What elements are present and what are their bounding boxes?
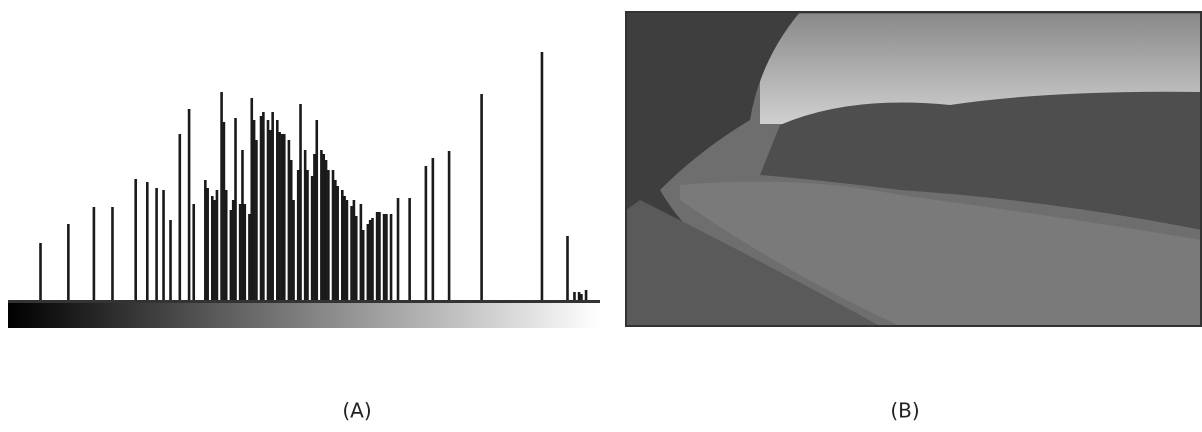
bar (353, 200, 356, 300)
bar (322, 154, 325, 300)
bar (241, 150, 244, 300)
bar (192, 204, 195, 300)
bar (93, 207, 96, 300)
bar (162, 190, 165, 300)
bar (299, 104, 302, 300)
histogram (39, 52, 587, 300)
bar (578, 292, 581, 300)
bar (134, 179, 137, 300)
bar (432, 158, 435, 300)
bar (206, 188, 209, 300)
bar (213, 200, 216, 300)
bar (178, 134, 181, 300)
bar (262, 112, 265, 300)
bar (288, 140, 291, 300)
bar (334, 180, 337, 300)
bar (397, 198, 400, 300)
bar (276, 120, 279, 300)
bar (306, 170, 309, 300)
bar (320, 150, 323, 300)
bar (244, 204, 247, 300)
bar (360, 204, 363, 300)
bar (223, 122, 226, 300)
bar (111, 207, 114, 300)
panel-label: (B) (890, 399, 919, 423)
bar (169, 220, 172, 300)
gray-scale-bar (8, 303, 600, 328)
panel-label: (A) (342, 399, 371, 423)
bar (234, 118, 237, 300)
bar (232, 200, 235, 300)
bar (585, 290, 588, 300)
bar (216, 190, 219, 300)
bar (355, 216, 358, 300)
bar (220, 92, 223, 300)
bar (271, 112, 274, 300)
bar (290, 160, 293, 300)
bar (371, 218, 374, 300)
figure: (A) (B) (0, 0, 1202, 432)
bar (480, 94, 483, 300)
bar (346, 200, 349, 300)
bar (297, 170, 300, 300)
bar (39, 243, 42, 300)
bar (269, 130, 272, 300)
bar (390, 214, 393, 300)
bar (350, 206, 353, 300)
bar (313, 154, 316, 300)
bar (566, 236, 569, 300)
bar (281, 134, 284, 300)
bar (369, 220, 372, 300)
bar (292, 200, 295, 300)
bar (336, 186, 339, 300)
bar (327, 170, 330, 300)
bar (250, 98, 253, 300)
bar (376, 212, 379, 300)
bar (325, 160, 328, 300)
bar (580, 294, 583, 300)
bar (448, 151, 451, 300)
bar (311, 176, 314, 300)
bar (146, 182, 149, 300)
bar (362, 230, 365, 300)
bar (248, 214, 251, 300)
bar (425, 166, 428, 300)
bar (332, 170, 335, 300)
bar (367, 224, 370, 300)
bar (230, 210, 233, 300)
bar (278, 132, 281, 300)
bar (211, 196, 214, 300)
bar (385, 214, 388, 300)
page: (A) (B) (() => { const data = JSON.parse… (0, 0, 1202, 432)
bar (573, 292, 576, 300)
bar (225, 190, 228, 300)
bar (383, 214, 386, 300)
photo (626, 12, 1202, 326)
bar (155, 188, 158, 300)
bar (260, 116, 263, 300)
bar (304, 150, 307, 300)
bar (408, 198, 411, 300)
bar (343, 196, 346, 300)
bar (239, 204, 242, 300)
bar (541, 52, 544, 300)
bar (188, 109, 191, 300)
bar (67, 224, 70, 300)
bar (378, 212, 381, 300)
bar (255, 140, 258, 300)
bar (315, 120, 318, 300)
bar (267, 120, 270, 300)
bar (283, 134, 286, 300)
bar (253, 120, 256, 300)
bar (204, 180, 207, 300)
bar (341, 190, 344, 300)
